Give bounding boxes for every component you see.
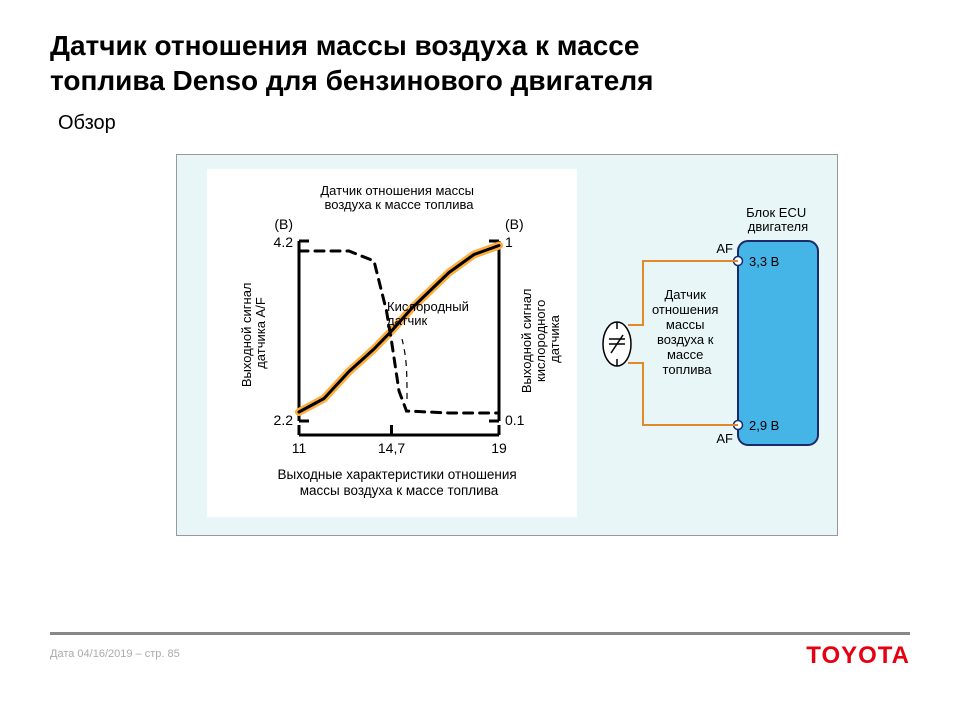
right-axis-v: (В): [505, 216, 524, 232]
page-subtitle: Обзор: [58, 112, 116, 135]
x-tick-2: 19: [491, 440, 507, 456]
chart-panel: 4.2 2.2 (В) 1 0.1 (В) 11 14,7 19: [207, 169, 577, 517]
brand-logo: TOYOTA: [806, 642, 910, 670]
ecu-svg: Блок ECU двигателя AF AF 3,3 В 2,9 В Дат…: [593, 169, 823, 517]
x-tick-0: 11: [292, 440, 307, 456]
pin-top-label: AF: [716, 241, 733, 256]
right-tick-bottom: 0.1: [505, 412, 525, 428]
left-axis-v: (В): [274, 216, 293, 232]
footer-text: Дата 04/16/2019 – стр. 85: [50, 648, 180, 660]
pin-top-voltage: 3,3 В: [749, 254, 779, 269]
sensor-label: Датчик отношения массы воздуха к массе т…: [652, 287, 722, 377]
ecu-title: Блок ECU двигателя: [746, 205, 810, 234]
footer-rule: [50, 632, 910, 635]
chart-svg: 4.2 2.2 (В) 1 0.1 (В) 11 14,7 19: [207, 169, 577, 517]
ecu-block: [738, 241, 818, 445]
x-tick-1: 14,7: [378, 440, 405, 456]
o2-label: Кислородный датчик: [387, 299, 472, 328]
right-tick-top: 1: [505, 234, 513, 250]
left-tick-bottom: 2.2: [274, 412, 294, 428]
af-curve: [299, 246, 499, 413]
right-axis-title: Выходной сигнал кислородного датчика: [519, 285, 562, 393]
pin-bottom-label: AF: [716, 431, 733, 446]
af-label: Датчик отношения массы воздуха к массе т…: [320, 183, 477, 212]
left-tick-top: 4.2: [274, 234, 294, 250]
x-axis-title: Выходные характеристики отношения массы …: [277, 467, 520, 498]
ecu-panel: Блок ECU двигателя AF AF 3,3 В 2,9 В Дат…: [593, 169, 823, 517]
page-title: Датчик отношения массы воздуха к массето…: [50, 28, 910, 98]
left-axis-title: Выходной сигнал датчика A/F: [239, 279, 268, 387]
pin-bottom-voltage: 2,9 В: [749, 418, 779, 433]
figure-frame: 4.2 2.2 (В) 1 0.1 (В) 11 14,7 19: [176, 154, 838, 536]
